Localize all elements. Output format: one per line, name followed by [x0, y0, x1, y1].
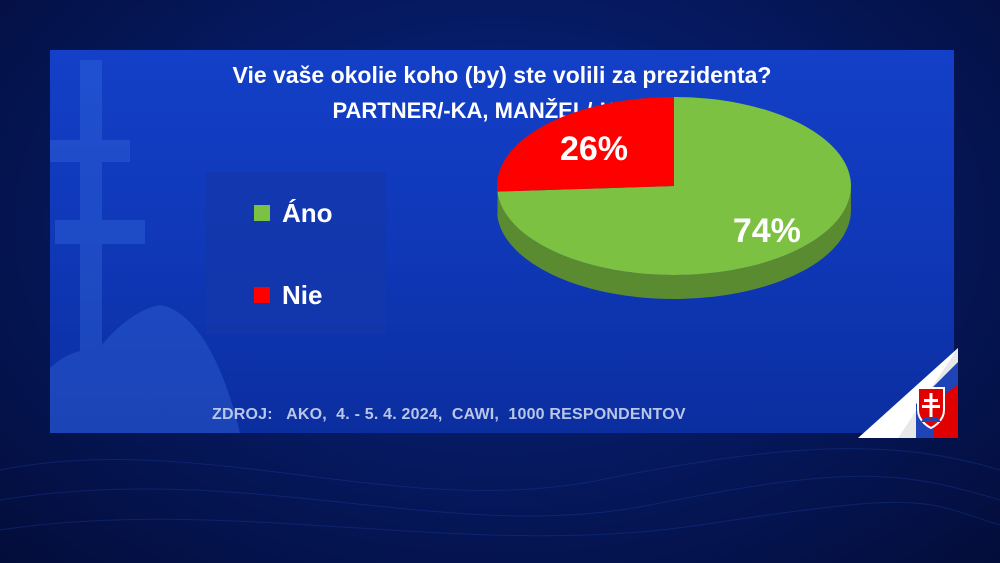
legend: Áno Nie — [206, 172, 386, 334]
data-label-áno: 74% — [733, 212, 801, 250]
source-note: ZDROJ: AKO, 4. - 5. 4. 2024, CAWI, 1000 … — [212, 406, 686, 423]
legend-item-ano: Áno — [254, 198, 333, 228]
pie-chart: 74% 26% — [496, 97, 851, 299]
pie-slice-side-áno — [497, 186, 851, 299]
pie-slice-áno — [497, 97, 851, 275]
data-label-nie: 26% — [560, 130, 628, 168]
legend-item-nie: Nie — [254, 280, 322, 310]
slovak-flag-emblem-icon — [858, 348, 958, 438]
legend-swatch-ano — [254, 205, 270, 221]
legend-swatch-nie — [254, 287, 270, 303]
legend-label-nie: Nie — [282, 279, 323, 310]
legend-label-ano: Áno — [282, 197, 333, 228]
pie-slice-nie — [496, 97, 674, 192]
double-cross-emblem-watermark — [50, 60, 240, 433]
chart-title: Vie vaše okolie koho (by) ste volili za … — [232, 62, 772, 88]
chart-panel: Vie vaše okolie koho (by) ste volili za … — [50, 50, 954, 433]
